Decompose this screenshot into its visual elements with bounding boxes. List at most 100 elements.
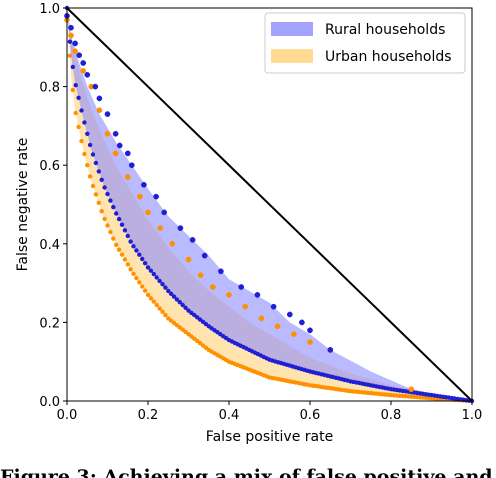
urban-households-point <box>137 193 143 200</box>
y-tick-label: 0.8 <box>39 81 60 96</box>
urban-households-frontier-dot <box>114 242 119 247</box>
rural-households-frontier-dot <box>134 248 139 253</box>
rural-households-frontier-dot <box>171 294 177 299</box>
urban-households-frontier-dot <box>140 284 145 289</box>
diagonal-reference-line <box>66 7 473 402</box>
rural-households-frontier-dot <box>174 297 180 302</box>
urban-households-point <box>96 107 103 114</box>
rural-households-frontier-dot <box>151 271 156 277</box>
urban-households-frontier-dot <box>134 275 139 281</box>
rural-households-point <box>218 268 224 275</box>
rural-households-band <box>67 8 472 401</box>
urban-households-frontier-dot <box>93 192 99 197</box>
rural-households-point <box>327 347 334 353</box>
x-axis-label: False positive rate <box>206 429 333 445</box>
urban-households-point <box>307 339 313 345</box>
rural-households-point <box>299 319 305 326</box>
rural-households-point <box>84 71 91 78</box>
x-axis-ticks: 0.0 0.2 0.4 0.6 0.8 1.0 <box>57 401 483 423</box>
rural-households-point <box>238 284 245 290</box>
x-tick-label: 0.0 <box>57 408 78 423</box>
urban-households-point <box>274 323 281 330</box>
urban-households-frontier-dot <box>154 302 159 308</box>
rural-households-frontier-dot <box>85 131 90 136</box>
rural-households-frontier-dot <box>157 278 162 284</box>
rural-households-frontier-dot <box>93 160 99 166</box>
y-axis-ticks: 0.0 0.2 0.4 0.6 0.8 1.0 <box>39 2 67 410</box>
points-layer <box>64 13 415 393</box>
urban-households-frontier-dot <box>157 306 162 311</box>
figure-caption: Figure 3: Achieving a mix of false posit… <box>0 466 496 478</box>
x-tick-label: 1.0 <box>462 408 483 423</box>
x-tick-label: 0.2 <box>138 408 159 423</box>
urban-households-frontier-dot <box>122 257 128 262</box>
urban-households-frontier-dot <box>160 309 165 314</box>
rural-households-frontier-dot <box>96 169 102 174</box>
urban-households-frontier-dot <box>151 299 156 304</box>
urban-households-frontier-dot <box>116 247 122 252</box>
rural-households-frontier-dot <box>180 302 185 308</box>
rural-households-frontier-dot <box>148 268 154 273</box>
urban-households-frontier-dot <box>119 252 125 257</box>
y-axis-label: False negative rate <box>15 138 31 272</box>
rural-households-frontier-dot <box>70 64 76 70</box>
urban-households-point <box>145 209 151 216</box>
rural-households-point <box>307 327 313 334</box>
rural-households-point <box>270 303 277 310</box>
rural-households-frontier-dot <box>116 216 122 222</box>
rural-households-point <box>116 142 123 149</box>
rural-households-frontier-dot <box>67 39 73 44</box>
urban-households-frontier-dot <box>148 296 154 301</box>
rural-households-frontier-dot <box>137 252 142 257</box>
x-tick-label: 0.6 <box>300 408 321 423</box>
legend-box <box>264 12 466 74</box>
urban-households-frontier-dot <box>145 292 151 298</box>
series-layer <box>64 5 475 404</box>
urban-households-frontier-dot <box>99 209 104 214</box>
rural-households-frontier-dot <box>168 291 174 296</box>
urban-households-frontier-dot <box>128 267 133 272</box>
urban-households-point <box>80 68 87 74</box>
urban-households-point <box>157 225 164 231</box>
rural-households-point <box>92 83 99 90</box>
rural-households-frontier-dot <box>114 211 119 216</box>
rural-households-frontier-dot <box>131 244 136 249</box>
rural-households-frontier-dot <box>160 282 165 287</box>
rural-households-frontier-dot <box>73 83 78 88</box>
y-tick-label: 1.0 <box>39 2 60 17</box>
urban-households-frontier-dot <box>79 138 84 144</box>
rural-households-point <box>153 193 159 200</box>
rural-households-point <box>68 24 74 31</box>
rural-households-point <box>286 311 293 318</box>
urban-households-frontier-dot <box>108 229 113 235</box>
rural-households-point <box>96 95 103 102</box>
urban-households-frontier-dot <box>163 312 168 318</box>
rural-households-frontier-dot <box>111 204 116 210</box>
urban-households-frontier-dot <box>70 87 76 93</box>
rural-households-point <box>112 130 119 137</box>
rural-households-point <box>177 225 184 231</box>
urban-households-point <box>68 32 74 39</box>
urban-households-frontier-dot <box>73 110 78 116</box>
rural-households-point <box>80 60 87 66</box>
urban-households-frontier-dot <box>87 174 93 179</box>
urban-households-point <box>408 386 415 393</box>
rural-households-point <box>124 150 131 157</box>
urban-households-frontier-dot <box>125 262 130 267</box>
y-tick-label: 0.0 <box>39 395 60 410</box>
rural-households-frontier-dot <box>82 120 87 125</box>
urban-households-point <box>290 331 297 338</box>
urban-households-frontier-dot <box>105 223 110 228</box>
rural-households-point <box>104 111 111 117</box>
legend-label-urban: Urban households <box>325 49 452 65</box>
urban-households-frontier-dot <box>111 236 116 241</box>
urban-households-frontier-dot <box>142 288 148 293</box>
urban-households-frontier-dot <box>102 216 107 222</box>
roc-tradeoff-chart: 0.0 0.2 0.4 0.6 0.8 1.0 0.0 0.2 0.4 0.6 0.8 1.0 Fa… <box>15 2 483 445</box>
rural-households-frontier-dot <box>145 265 151 270</box>
rural-households-frontier-dot <box>119 222 125 227</box>
rural-households-frontier-dot <box>125 233 130 239</box>
legend: Rural households Urban households <box>264 12 466 74</box>
urban-households-point <box>209 284 216 290</box>
urban-households-point <box>258 315 265 322</box>
